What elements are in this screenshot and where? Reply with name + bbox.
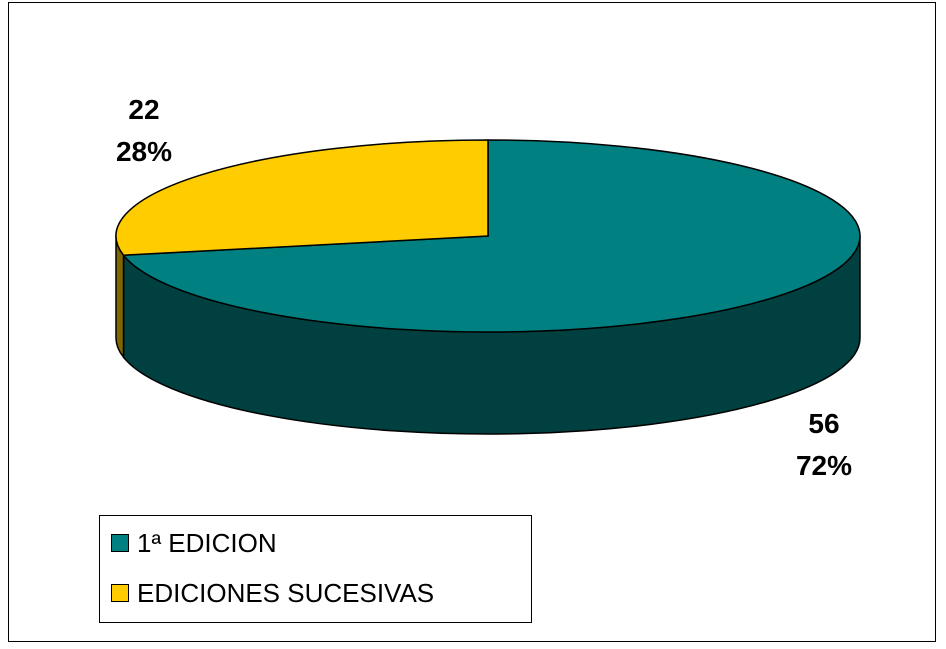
chart-frame — [8, 2, 936, 642]
legend-swatch — [111, 534, 129, 552]
pie-slice-1a-edicion — [122, 139, 861, 333]
pie-tops — [115, 139, 861, 333]
legend: 1ª EDICION EDICIONES SUCESIVAS — [99, 515, 532, 623]
legend-label: 1ª EDICION — [137, 527, 277, 558]
data-label-value: 56 — [808, 408, 840, 439]
data-label-percent: 28% — [115, 136, 173, 167]
pie-slice-ediciones-sucesivas — [115, 139, 489, 256]
legend-swatch — [111, 584, 129, 602]
data-label-ediciones-sucesivas: 22 28% — [84, 89, 204, 173]
legend-item-ediciones-sucesivas: EDICIONES SUCESIVAS — [111, 578, 434, 608]
data-label-percent: 72% — [795, 450, 853, 481]
data-label-value: 22 — [128, 94, 160, 125]
legend-label: EDICIONES SUCESIVAS — [137, 577, 435, 608]
legend-item-1a-edicion: 1ª EDICION — [111, 528, 277, 558]
data-label-1a-edicion: 56 72% — [764, 403, 884, 487]
